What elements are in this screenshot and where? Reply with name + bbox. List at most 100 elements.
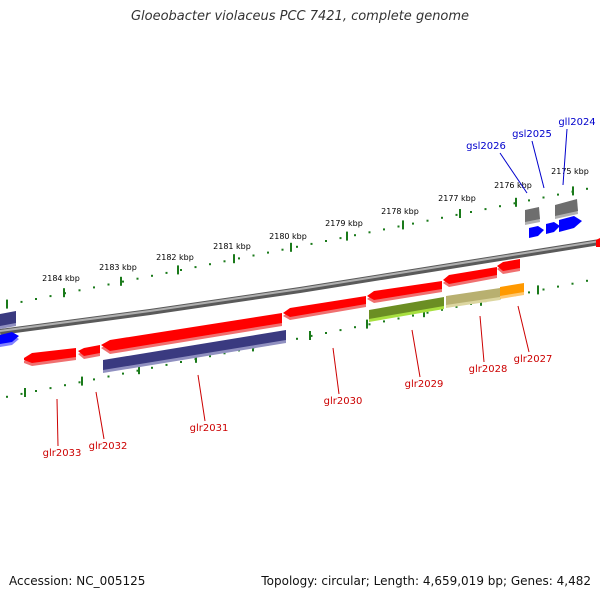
ruler-dot [484, 208, 487, 211]
gene-gsl2026-arrow [529, 226, 544, 238]
ruler-major-tick [177, 265, 179, 275]
gene-gll2024-arrow [559, 216, 582, 232]
ruler-dot [441, 308, 443, 311]
ruler-dot [151, 366, 153, 369]
ruler-dot [223, 260, 226, 263]
gene-label-glr2027: glr2027 [514, 354, 553, 365]
leader-line [562, 128, 568, 186]
ruler-labels: 2175 kbp 2176 kbp 2177 kbp 2178 kbp 2179 kbp… [42, 167, 589, 283]
gene-gll2024-box [555, 199, 578, 216]
ruler-dot [122, 372, 124, 375]
leader-line [531, 140, 545, 189]
ruler-major-tick [138, 365, 140, 375]
ruler-dot [426, 311, 429, 314]
ruler-dot [354, 326, 356, 329]
ruler-dot [6, 395, 8, 398]
leader-line [517, 305, 530, 353]
ruler-dot [426, 219, 429, 222]
ruler-tick-label: 2180 kbp [269, 232, 307, 241]
ruler-major-tick [195, 353, 197, 363]
ruler-dot [78, 289, 81, 292]
ruler-major-tick [537, 285, 539, 295]
ruler-dot [165, 363, 168, 366]
gene-gsl2025-arrow [546, 222, 560, 234]
ruler-dot [107, 283, 110, 286]
ruler-dot [296, 245, 298, 248]
ruler-dot [49, 295, 52, 298]
ruler-dot [151, 274, 153, 277]
leader-line [95, 391, 105, 440]
orf-glr2031 [103, 330, 286, 370]
accession-text: Accession: NC_005125 [9, 574, 146, 588]
ruler-dot [238, 257, 240, 260]
gene-glr2033 [24, 348, 76, 363]
gene-glr2031 [101, 313, 282, 351]
ruler-major-tick [63, 288, 65, 298]
gene-labels: gsl2026 gsl2025 gll2024 glr2027 glr2028 glr20… [43, 117, 596, 459]
ruler-dot [412, 314, 414, 317]
ruler-dot [586, 187, 588, 190]
gene-fragment-left [0, 332, 19, 344]
ruler-dot [571, 282, 574, 285]
ruler-dot [368, 323, 371, 326]
ruler-tick-label: 2182 kbp [156, 253, 194, 262]
ruler-tick-label: 2176 kbp [494, 181, 532, 190]
ruler-dot [281, 248, 284, 251]
ruler-dot [35, 390, 37, 392]
ruler-major-tick [572, 186, 574, 196]
ruler-dot [383, 228, 385, 231]
genome-title: Gloeobacter violaceus PCC 7421, complete… [130, 9, 470, 24]
leader-line [499, 152, 528, 194]
gene-label-glr2033: glr2033 [43, 448, 82, 459]
gene-glr2028 [443, 267, 497, 284]
ruler-major-tick [459, 209, 461, 218]
orf-glr2027 [500, 283, 524, 296]
leader-line [332, 347, 340, 395]
gene-label-gsl2025: gsl2025 [512, 129, 552, 140]
gene-glr2030 [283, 296, 366, 317]
ruler-tick-label: 2183 kbp [99, 263, 137, 272]
ruler-dot [107, 375, 110, 378]
ruler-dot [180, 361, 182, 363]
orf-glr2028 [446, 288, 500, 305]
ruler-dot [354, 234, 356, 237]
ruler-major-tick [120, 276, 122, 286]
ruler-major-tick [515, 197, 517, 207]
ruler-major-tick [366, 319, 368, 329]
ruler-major-tick [233, 254, 235, 264]
ruler-tick-label: 2178 kbp [381, 207, 419, 216]
ruler-dot [397, 225, 400, 228]
gene-glr2032 [78, 345, 100, 356]
ruler-tick-label: 2175 kbp [551, 167, 589, 176]
ruler-dot [383, 320, 385, 323]
ruler-dot [209, 263, 211, 266]
ruler-dot [339, 329, 342, 332]
ruler-dot [310, 242, 313, 245]
gene-label-glr2032: glr2032 [89, 441, 128, 452]
leader-line [411, 329, 421, 378]
ruler-dot [136, 369, 139, 372]
ruler-dot [223, 352, 226, 355]
gene-label-gll2024: gll2024 [558, 117, 595, 128]
ruler-dots-top [6, 186, 588, 309]
ruler-dot [64, 384, 66, 387]
ruler-dot [586, 279, 588, 282]
ruler-dot [441, 216, 443, 219]
gene-glr2029 [367, 281, 442, 300]
ruler-dot [325, 240, 327, 242]
ruler-dot [455, 213, 458, 216]
ruler-dot [20, 300, 23, 303]
leader-line [197, 374, 206, 422]
ruler-dot [136, 277, 139, 280]
ruler-major-tick [402, 220, 404, 230]
ruler-major-tick [309, 331, 311, 340]
ruler-tick-label: 2181 kbp [213, 242, 251, 251]
leader-line [56, 398, 59, 447]
ruler-dot [296, 337, 298, 340]
genome-backbone [0, 239, 600, 335]
ruler-dot [252, 254, 255, 257]
gene-gsl2026-box [525, 207, 540, 222]
ruler-dot [368, 231, 371, 234]
ruler-dot [412, 222, 414, 225]
